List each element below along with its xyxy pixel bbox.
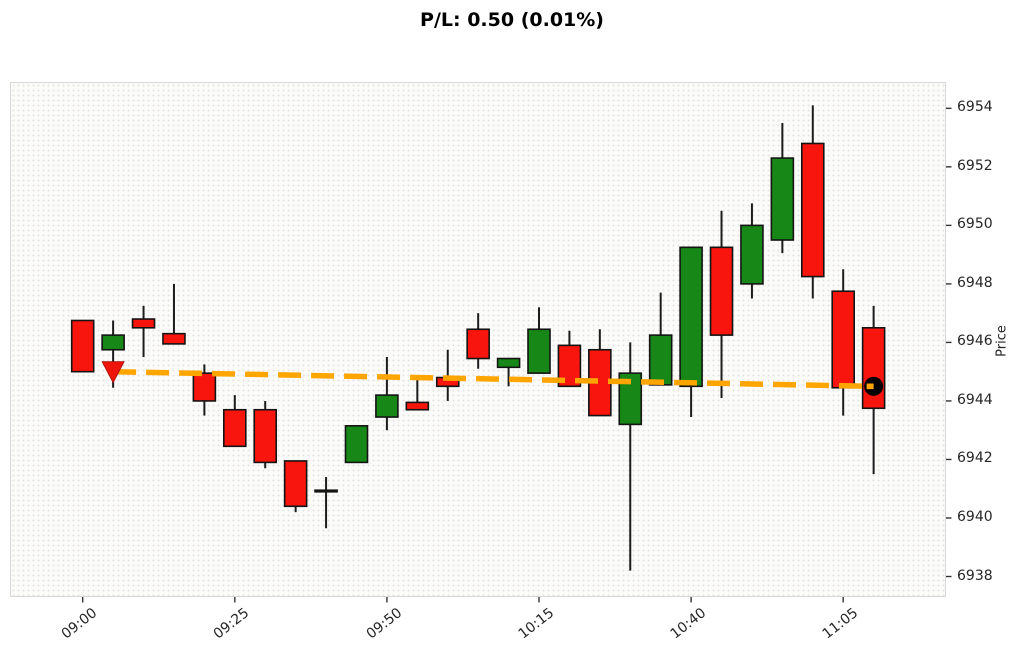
candle-body [162, 332, 186, 345]
chart-title: P/L: 0.50 (0.01%) [420, 9, 604, 31]
candle-body [800, 142, 825, 278]
candle-body [192, 372, 217, 402]
y-tick-label-6946: 6946 [957, 333, 993, 350]
candle-body [131, 318, 156, 329]
candle-10:00 [435, 349, 460, 401]
candle-body [648, 334, 673, 386]
candle-09:45 [344, 425, 369, 464]
candle-09:15 [162, 283, 186, 345]
candle-body [405, 401, 430, 411]
y-tick-label-6944: 6944 [957, 391, 993, 408]
candle-body [344, 425, 369, 464]
candle-10:05 [466, 313, 490, 369]
entry-price-line [113, 368, 874, 390]
y-tick-label-6950: 6950 [957, 216, 993, 233]
candle-09:25 [223, 395, 247, 448]
candle-10:55 [770, 122, 795, 254]
candle-10:35 [648, 292, 673, 386]
candle-body [253, 408, 278, 464]
candle-09:20 [192, 364, 217, 416]
candle-10:15 [527, 307, 551, 374]
candle-body [375, 394, 399, 418]
sell-entry-marker [101, 361, 125, 384]
candle-10:30 [618, 342, 643, 571]
candle-09:10 [131, 305, 156, 358]
candle-10:10 [496, 357, 521, 387]
candle-09:00 [70, 319, 95, 373]
y-tick-label-6938: 6938 [957, 567, 993, 584]
candle-body [314, 489, 338, 493]
price-axis-label: Price [994, 325, 1010, 357]
candle-09:35 [283, 460, 308, 513]
candle-body [557, 344, 582, 388]
candle-09:05 [101, 320, 125, 388]
candle-body [618, 372, 643, 426]
candle-body [496, 357, 521, 369]
y-tick-label-6948: 6948 [957, 274, 993, 291]
candle-body [679, 246, 703, 388]
candle-body [709, 246, 734, 336]
y-tick-label-6954: 6954 [957, 99, 993, 116]
candle-body [283, 460, 308, 508]
y-tick-label-6940: 6940 [957, 508, 993, 525]
candle-09:40 [314, 477, 338, 529]
candle-body [223, 408, 247, 448]
candle-body [101, 334, 125, 351]
y-tick-label-6952: 6952 [957, 157, 993, 174]
candle-09:55 [405, 379, 430, 411]
candle-body [831, 290, 856, 389]
candle-10:25 [588, 329, 612, 417]
candle-body [527, 328, 551, 374]
candle-10:50 [740, 203, 764, 299]
y-tick-label-6942: 6942 [957, 450, 993, 467]
candle-11:00 [800, 105, 825, 299]
candle-09:50 [375, 357, 399, 431]
candle-body [466, 328, 490, 360]
candle-10:40 [679, 246, 703, 418]
candle-09:30 [253, 400, 278, 469]
candle-body [861, 326, 886, 410]
candle-10:20 [557, 330, 582, 388]
candle-body [70, 319, 95, 373]
current-position-marker-dash [866, 383, 874, 390]
candle-10:45 [709, 210, 734, 399]
candle-body [770, 157, 795, 241]
candle-body [740, 224, 764, 285]
candle-11:05 [831, 269, 856, 416]
